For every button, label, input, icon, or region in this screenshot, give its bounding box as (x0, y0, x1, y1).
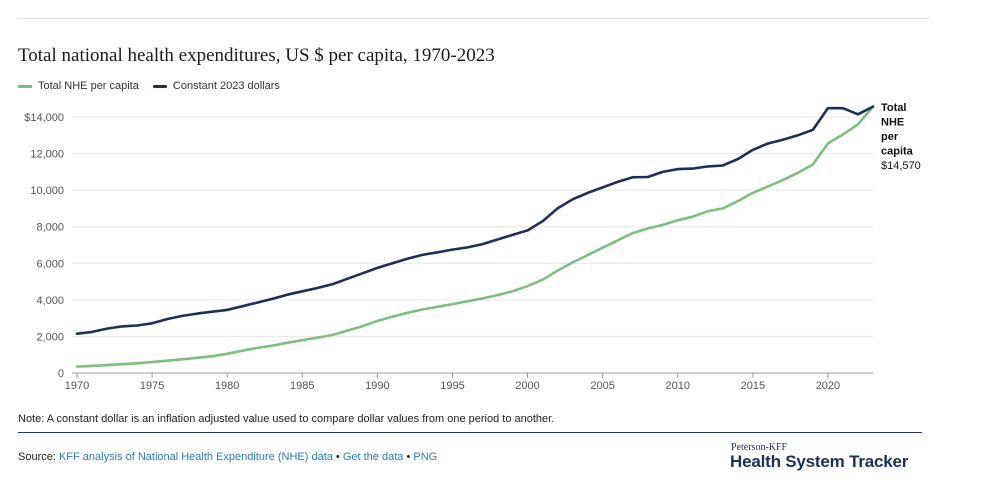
y-tick-label: 6,000 (36, 258, 64, 270)
end-label-text: Total (881, 102, 906, 114)
x-tick-label: 1990 (365, 380, 389, 392)
chart-title: Total national health expenditures, US $… (18, 45, 495, 66)
y-tick-label: 8,000 (36, 222, 64, 234)
end-label-value: $14,570 (881, 160, 921, 172)
y-tick-label: 2,000 (36, 331, 64, 343)
x-tick-label: 1975 (140, 380, 164, 392)
source-prefix: Source: (18, 451, 59, 463)
end-label-text: NHE (881, 117, 904, 129)
y-tick-label: $14,000 (24, 112, 64, 124)
y-tick-label: 4,000 (36, 295, 64, 307)
chart-legend: Total NHE per capita Constant 2023 dolla… (18, 80, 280, 92)
top-divider (18, 18, 930, 19)
source-link-nhe-analysis[interactable]: KFF analysis of National Health Expendit… (58, 451, 333, 463)
brand-peterson-kff: Peterson-KFF (731, 442, 788, 453)
x-tick-label: 1985 (290, 380, 314, 392)
png-download-link[interactable]: PNG (413, 451, 438, 463)
get-the-data-link[interactable]: Get the data (342, 451, 404, 463)
legend-swatch-total-nhe (18, 84, 32, 88)
y-tick-label: 10,000 (30, 185, 64, 197)
legend-item-total-nhe[interactable]: Total NHE per capita (18, 80, 139, 92)
x-tick-label: 2010 (666, 380, 690, 392)
x-tick-label: 2020 (816, 380, 840, 392)
chart-note: Note: A constant dollar is an inflation … (18, 413, 555, 425)
brand-health-system-tracker-logo[interactable]: Health System Tracker (730, 452, 909, 471)
x-tick-label: 1970 (65, 380, 89, 392)
source-separator: • (332, 451, 343, 463)
x-tick-label: 2000 (515, 380, 539, 392)
x-tick-label: 2005 (590, 380, 614, 392)
legend-swatch-constant-dollars (152, 84, 167, 88)
x-tick-label: 1995 (440, 380, 464, 392)
y-tick-label: 12,000 (30, 149, 64, 161)
bottom-divider (18, 432, 922, 433)
legend-label-constant-dollars: Constant 2023 dollars (172, 80, 280, 92)
series-line-constant-dollars (75, 105, 875, 336)
legend-item-constant-dollars[interactable]: Constant 2023 dollars (152, 80, 280, 92)
series-line-total-nhe (75, 105, 875, 368)
end-label-text: per (881, 131, 899, 143)
source-line: Source: KFF analysis of National Health … (18, 451, 437, 463)
end-label-text: capita (881, 146, 914, 158)
y-tick-label: 0 (58, 368, 64, 380)
x-tick-label: 2015 (741, 380, 765, 392)
x-tick-label: 1980 (215, 380, 239, 392)
source-separator: • (403, 451, 414, 463)
legend-label-total-nhe: Total NHE per capita (38, 80, 139, 92)
